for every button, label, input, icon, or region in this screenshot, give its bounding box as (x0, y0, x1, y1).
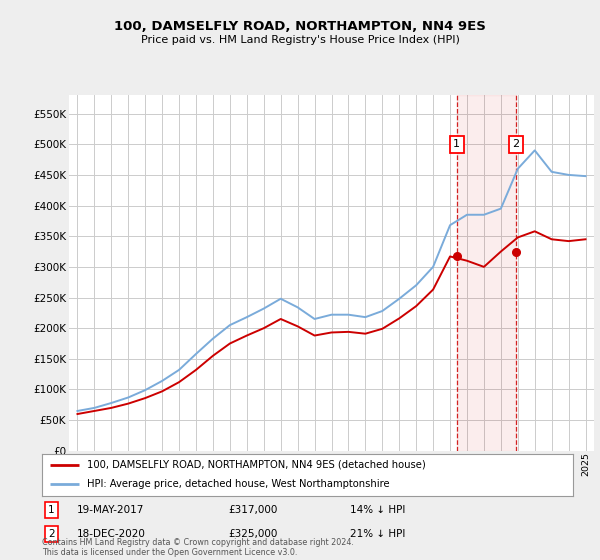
Text: 1: 1 (48, 505, 55, 515)
Text: 21% ↓ HPI: 21% ↓ HPI (350, 529, 406, 539)
Text: £325,000: £325,000 (228, 529, 277, 539)
Text: £317,000: £317,000 (228, 505, 277, 515)
Text: 100, DAMSELFLY ROAD, NORTHAMPTON, NN4 9ES: 100, DAMSELFLY ROAD, NORTHAMPTON, NN4 9E… (114, 20, 486, 32)
Text: Price paid vs. HM Land Registry's House Price Index (HPI): Price paid vs. HM Land Registry's House … (140, 35, 460, 45)
Text: 19-MAY-2017: 19-MAY-2017 (77, 505, 144, 515)
Text: Contains HM Land Registry data © Crown copyright and database right 2024.
This d: Contains HM Land Registry data © Crown c… (42, 538, 354, 557)
Text: 18-DEC-2020: 18-DEC-2020 (77, 529, 145, 539)
Text: 2: 2 (48, 529, 55, 539)
Text: 100, DAMSELFLY ROAD, NORTHAMPTON, NN4 9ES (detached house): 100, DAMSELFLY ROAD, NORTHAMPTON, NN4 9E… (87, 460, 426, 470)
Text: 1: 1 (454, 139, 460, 150)
Text: HPI: Average price, detached house, West Northamptonshire: HPI: Average price, detached house, West… (87, 479, 390, 489)
Bar (457, 95, 516, 451)
Text: 2: 2 (512, 139, 520, 150)
Text: 14% ↓ HPI: 14% ↓ HPI (350, 505, 406, 515)
